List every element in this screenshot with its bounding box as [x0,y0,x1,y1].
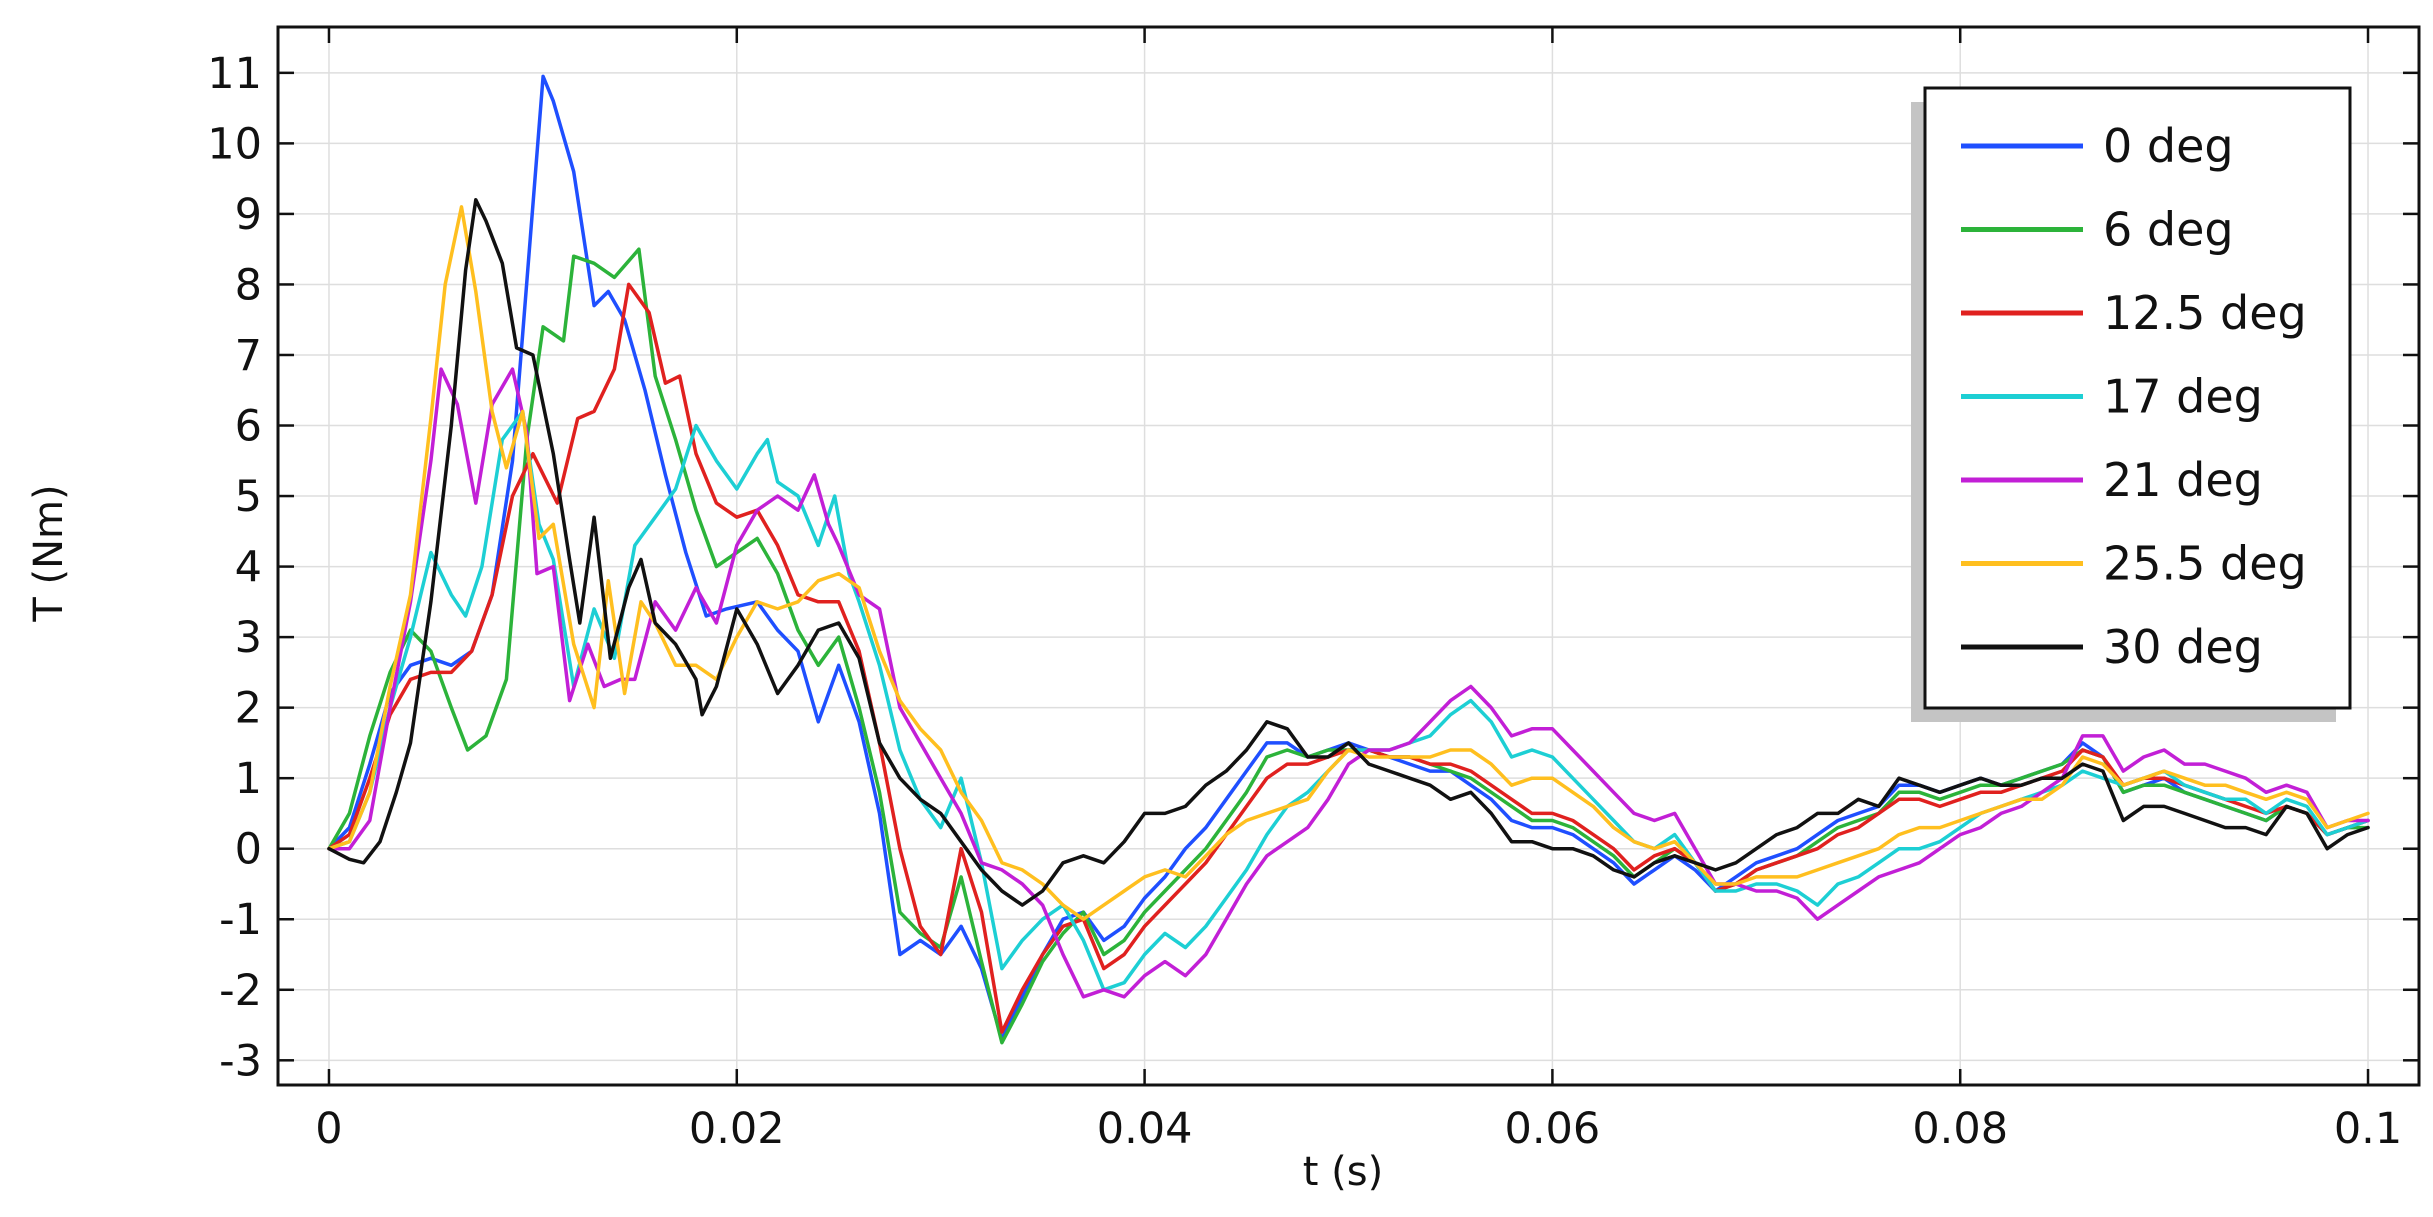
y-tick-label: -2 [219,966,262,1016]
y-tick-label: 6 [235,402,262,452]
legend: 0 deg 6 deg 12.5 deg 17 deg 21 deg 25.5 deg 30… [1911,86,2352,722]
x-axis-title: t (s) [1303,1149,1383,1195]
series-line-6 [327,198,2370,907]
y-tick-label: 10 [207,119,262,169]
y-tick-label: 9 [235,190,262,240]
axis-ticks [278,27,2419,1085]
tick-labels: 0 0.02 0.04 0.06 0.08 0.1 -3 -2 -1 0 1 2 3 4 5 6 7 8 9 10 11 [207,49,2402,1154]
y-tick-label: -1 [219,895,262,945]
y-tick-label: 8 [235,260,262,310]
y-tick-label: -3 [219,1036,262,1086]
series-lines [327,74,2370,1045]
legend-label-5: 25.5 deg [2103,537,2307,591]
x-tick-label: 0.06 [1505,1104,1601,1154]
y-axis-title: T (Nm) [26,484,72,622]
y-tick-label: 3 [235,613,262,663]
legend-label-1: 6 deg [2103,203,2234,257]
series-line-5 [327,205,2370,921]
series-line-4 [327,367,2370,999]
y-tick-label: 0 [235,825,262,875]
y-tick-label: 11 [207,49,262,99]
y-tick-label: 7 [235,331,262,381]
x-tick-label: 0 [315,1104,342,1154]
y-tick-label: 2 [235,684,262,734]
y-tick-label: 1 [235,754,262,804]
legend-label-0: 0 deg [2103,119,2234,173]
x-tick-label: 0.08 [1912,1104,2008,1154]
x-tick-label: 0.1 [2334,1104,2402,1154]
y-tick-label: 4 [235,543,262,593]
legend-label-4: 21 deg [2103,453,2263,507]
legend-label-2: 12.5 deg [2103,286,2307,340]
legend-label-6: 30 deg [2103,620,2263,674]
plot-frame [276,25,2421,1087]
x-tick-label: 0.04 [1097,1104,1193,1154]
y-tick-label: 5 [235,472,262,522]
legend-label-3: 17 deg [2103,370,2263,424]
x-tick-label: 0.02 [689,1104,785,1154]
